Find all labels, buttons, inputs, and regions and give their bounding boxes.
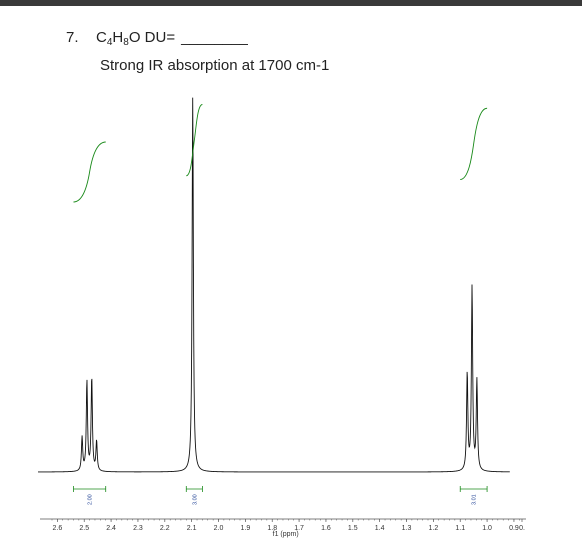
tick-label: 2.3 — [133, 525, 143, 532]
tick-label: 2.6 — [53, 525, 63, 532]
formula-c: C — [96, 29, 107, 46]
x-axis-ticks: 2.6 2.5 2.4 2.3 2.2 2.1 2.0 1.9 1.8 1.7 1.6 1.5 1.4 1… — [51, 519, 525, 532]
tick-label: 1.3 — [402, 525, 412, 532]
spectrum-line — [37, 97, 510, 473]
formula-h: H — [112, 29, 124, 46]
integral-curve — [73, 141, 106, 203]
window-top-bar — [0, 0, 582, 6]
integral-group: 2.00 3.00 3.01 — [73, 104, 488, 505]
integral-curve — [460, 107, 488, 180]
formula-h-count: 8 — [123, 37, 129, 48]
du-answer-blank: ________ — [181, 29, 248, 46]
tick-label: 2.5 — [79, 525, 89, 532]
tick-label: 2.4 — [106, 525, 116, 532]
tick-label: 1.5 — [348, 525, 358, 532]
integral-curve — [186, 104, 203, 177]
tick-label: 1.7 — [294, 525, 304, 532]
tick-label: 0. — [519, 525, 525, 532]
formula-c-count: 4 — [106, 37, 113, 48]
tick-label: 0.9 — [509, 525, 519, 532]
formula-o: O — [128, 29, 141, 46]
integral-label: 3.00 — [192, 494, 198, 505]
tick-label: 2.0 — [214, 525, 224, 532]
integral-label: 2.00 — [88, 494, 94, 505]
tick-label: 1.4 — [375, 525, 385, 532]
question-number: 7. — [66, 29, 79, 46]
tick-label: 1.2 — [429, 525, 439, 532]
tick-label: 2.1 — [187, 525, 197, 532]
ir-prompt: Strong IR absorption at 1700 cm-1 — [100, 57, 330, 74]
tick-label: 1.9 — [241, 525, 251, 532]
du-label: DU= — [144, 29, 176, 46]
tick-label: 1.0 — [482, 525, 492, 532]
x-axis-title: f1 (ppm) — [273, 531, 299, 538]
tick-label: 1.8 — [267, 525, 277, 532]
tick-label: 2.2 — [160, 525, 170, 532]
tick-label: 1.6 — [321, 525, 331, 532]
integral-label: 3.01 — [472, 494, 478, 505]
tick-label: 1.1 — [455, 525, 465, 532]
question-line: 7. C4H8O DU= ________ — [66, 28, 248, 53]
